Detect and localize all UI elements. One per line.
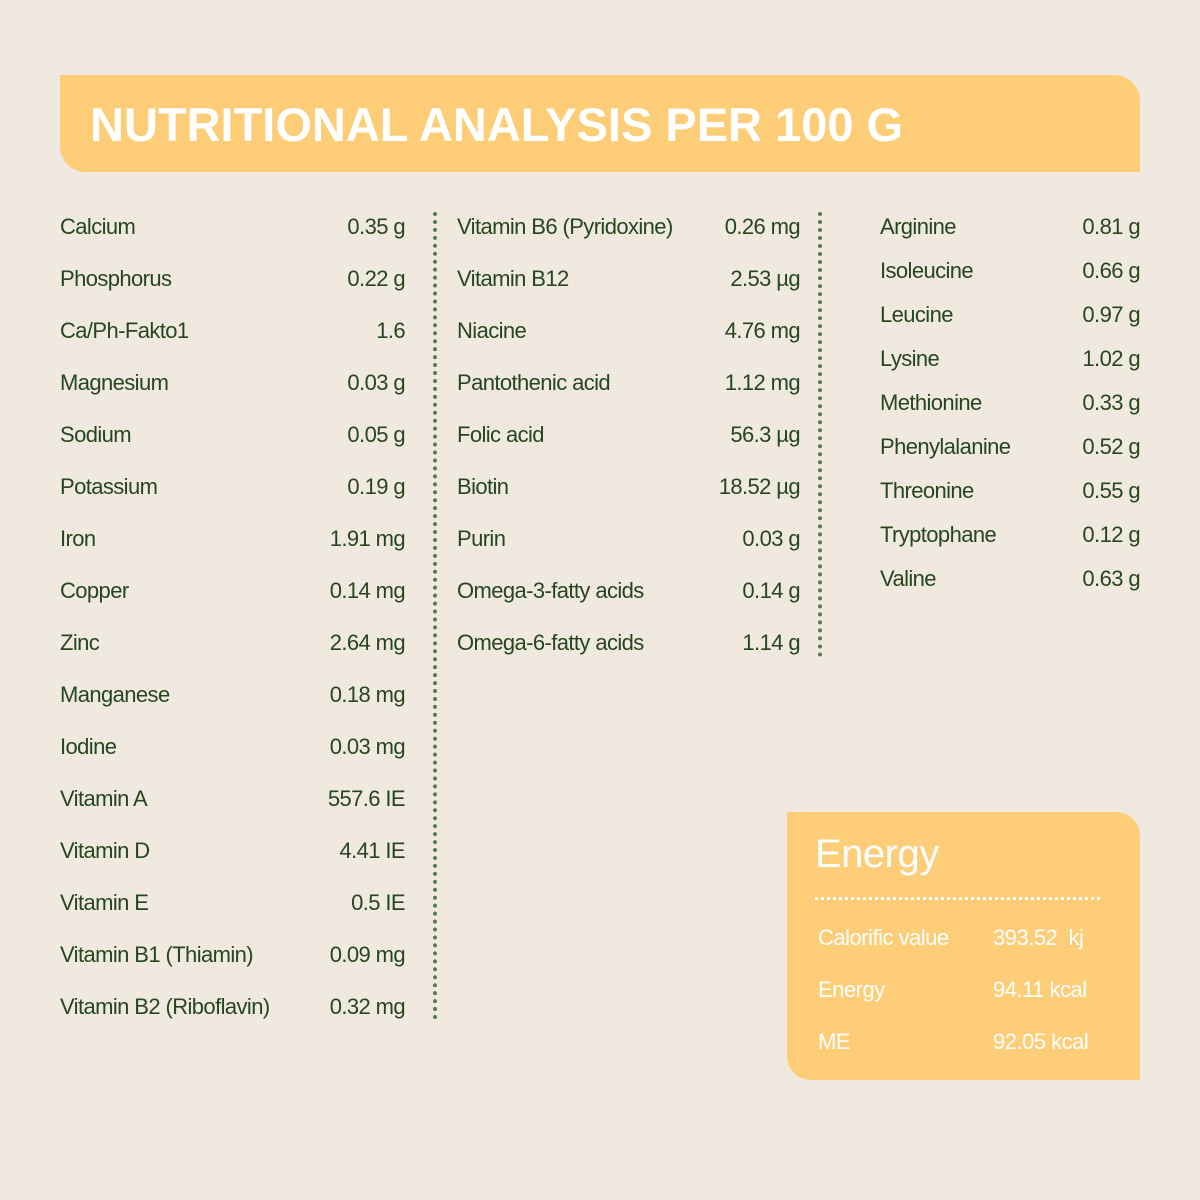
nutrient-value: 2.53 µg bbox=[730, 266, 800, 291]
nutrient-value: 0.03 mg bbox=[329, 734, 406, 759]
nutrient-name: Leucine bbox=[880, 302, 953, 327]
nutrient-name: Vitamin B12 bbox=[457, 266, 569, 291]
nutrient-name: Omega-3-fatty acids bbox=[457, 578, 644, 603]
nutrient-value: 0.97 g bbox=[1082, 302, 1140, 327]
nutrient-name: Omega-6-fatty acids bbox=[457, 630, 644, 655]
nutrient-value: 0.14 g bbox=[742, 578, 800, 603]
nutrient-name: Arginine bbox=[880, 214, 957, 239]
nutrient-value: 0.5 IE bbox=[351, 890, 405, 915]
nutrient-name: Methionine bbox=[880, 390, 982, 415]
energy-label: Energy bbox=[818, 977, 885, 1002]
nutrient-name: Copper bbox=[60, 578, 129, 603]
nutrient-value: 0.32 mg bbox=[329, 994, 406, 1019]
nutrient-value: 0.35 g bbox=[347, 214, 405, 239]
nutrient-value: 2.64 mg bbox=[329, 630, 406, 655]
energy-title: Energy bbox=[815, 832, 939, 876]
nutrient-name: Potassium bbox=[60, 474, 158, 499]
nutrient-name: Magnesium bbox=[60, 370, 169, 395]
separator bbox=[815, 897, 1100, 900]
nutrient-value: 0.81 g bbox=[1082, 214, 1140, 239]
nutrient-name: Purin bbox=[457, 526, 506, 551]
nutrient-value: 0.19 g bbox=[347, 474, 405, 499]
nutrient-name: Lysine bbox=[880, 346, 940, 371]
nutrient-name: Isoleucine bbox=[880, 258, 974, 283]
nutrient-value: 0.03 g bbox=[347, 370, 405, 395]
nutrient-value: 0.66 g bbox=[1082, 258, 1140, 283]
title: NUTRITIONAL ANALYSIS PER 100 G bbox=[90, 98, 904, 151]
nutrient-name: Biotin bbox=[457, 474, 509, 499]
nutrient-name: Ca/Ph-Fakto1 bbox=[60, 318, 189, 343]
nutrient-value: 4.76 mg bbox=[724, 318, 801, 343]
nutrient-name: Pantothenic acid bbox=[457, 370, 611, 395]
nutrient-name: Iodine bbox=[60, 734, 117, 759]
separator bbox=[818, 212, 822, 657]
nutrient-value: 1.6 bbox=[376, 318, 405, 343]
nutrient-name: Tryptophane bbox=[880, 522, 997, 547]
nutrient-value: 1.91 mg bbox=[329, 526, 406, 551]
nutrient-value: 1.12 mg bbox=[724, 370, 801, 395]
header-banner: NUTRITIONAL ANALYSIS PER 100 G bbox=[60, 75, 1140, 172]
nutrient-value: 0.12 g bbox=[1082, 522, 1140, 547]
nutrient-value: 0.03 g bbox=[742, 526, 800, 551]
nutrient-value: 0.55 g bbox=[1082, 478, 1140, 503]
nutrient-name: Vitamin B1 (Thiamin) bbox=[60, 942, 254, 967]
nutrient-value: 0.52 g bbox=[1082, 434, 1140, 459]
nutrient-value: 0.05 g bbox=[347, 422, 405, 447]
nutrient-value: 0.26 mg bbox=[724, 214, 801, 239]
nutrient-name: Valine bbox=[880, 566, 937, 591]
nutrient-value: 0.33 g bbox=[1082, 390, 1140, 415]
nutrient-name: Folic acid bbox=[457, 422, 545, 447]
nutrient-value: 0.18 mg bbox=[329, 682, 406, 707]
energy-value: 393.52 kj bbox=[993, 925, 1084, 950]
nutrient-value: 0.22 g bbox=[347, 266, 405, 291]
energy-label: Calorific value bbox=[818, 925, 949, 950]
nutrient-name: Manganese bbox=[60, 682, 170, 707]
energy-label: ME bbox=[818, 1029, 851, 1054]
nutrient-value: 18.52 µg bbox=[718, 474, 801, 499]
nutrient-name: Threonine bbox=[880, 478, 974, 503]
nutrient-name: Sodium bbox=[60, 422, 132, 447]
nutrient-name: Iron bbox=[60, 526, 96, 551]
nutrient-value: 1.02 g bbox=[1082, 346, 1140, 371]
nutrient-value: 0.14 mg bbox=[329, 578, 406, 603]
energy-value: 92.05 kcal bbox=[993, 1029, 1089, 1054]
energy-value: 94.11 kcal bbox=[993, 977, 1087, 1002]
nutrient-value: 56.3 µg bbox=[730, 422, 800, 447]
nutrient-name: Vitamin B2 (Riboflavin) bbox=[60, 994, 270, 1019]
nutrient-name: Zinc bbox=[60, 630, 100, 655]
nutrient-name: Phenylalanine bbox=[880, 434, 1011, 459]
nutrient-value: 557.6 IE bbox=[327, 786, 406, 811]
nutrient-name: Calcium bbox=[60, 214, 136, 239]
nutrient-value: 0.63 g bbox=[1082, 566, 1140, 591]
nutrient-name: Phosphorus bbox=[60, 266, 172, 291]
energy-box: Energy Calorific value 393.52 kj Energy 94.… bbox=[787, 812, 1140, 1080]
nutrient-name: Vitamin B6 (Pyridoxine) bbox=[457, 214, 673, 239]
nutrient-name: Niacine bbox=[457, 318, 527, 343]
separator bbox=[433, 212, 437, 1020]
nutrient-value: 1.14 g bbox=[742, 630, 800, 655]
nutrient-name: Vitamin D bbox=[60, 838, 150, 863]
nutrient-value: 4.41 IE bbox=[339, 838, 405, 863]
nutrient-value: 0.09 mg bbox=[329, 942, 406, 967]
nutrient-name: Vitamin E bbox=[60, 890, 149, 915]
nutrient-name: Vitamin A bbox=[60, 786, 148, 811]
